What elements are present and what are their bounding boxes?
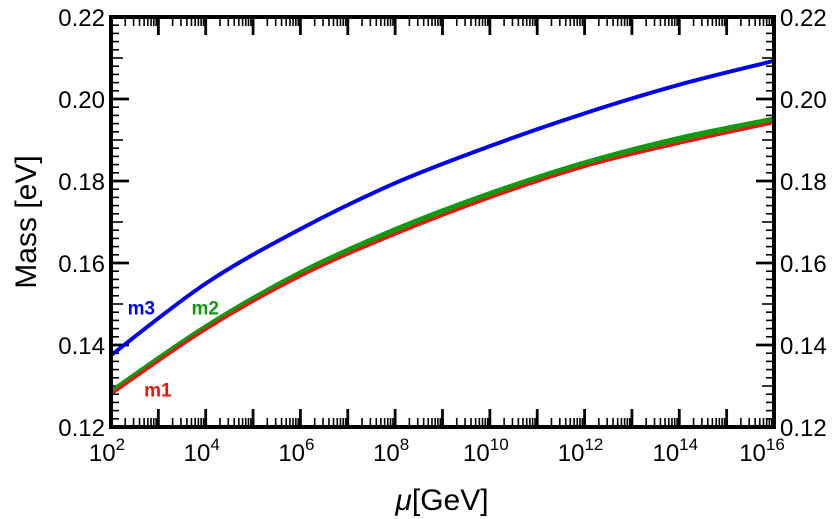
x-axis-unit: [GeV] <box>412 484 489 517</box>
x-tick-exponent: 10 <box>490 435 509 454</box>
x-tick-exponent: 16 <box>766 435 785 454</box>
minor-ticks <box>111 17 774 427</box>
x-tick-exponent: 6 <box>305 435 314 454</box>
x-tick-label: 106 <box>278 435 314 467</box>
x-tick-label: 108 <box>373 435 409 467</box>
y-tick-label: 0.18 <box>58 169 105 196</box>
x-tick-label: 1012 <box>558 435 604 467</box>
series-label-m2: m2 <box>192 298 219 319</box>
y-tick-label-right: 0.20 <box>780 87 827 114</box>
x-tick-base: 10 <box>184 440 211 467</box>
y-tick-label-right: 0.14 <box>780 333 827 360</box>
x-tick-exponent: 8 <box>400 435 409 454</box>
series-label-m3: m3 <box>128 298 155 319</box>
series-line-m3 <box>109 58 775 357</box>
y-tick-label: 0.14 <box>58 333 105 360</box>
y-axis-title: Mass [eV] <box>10 155 43 288</box>
x-tick-exponent: 12 <box>584 435 603 454</box>
y-tick-label: 0.22 <box>58 5 105 32</box>
y-tick-labels: 0.12 0.12 0.14 0.14 0.16 0.16 0.18 0.18 0.20 0.20… <box>58 5 826 442</box>
series-line-m1 <box>110 121 775 396</box>
series-labels: m1 m2 m3 <box>128 298 219 401</box>
y-tick-label: 0.12 <box>58 415 105 442</box>
y-tick-label-right: 0.12 <box>780 415 827 442</box>
major-ticks <box>109 15 776 429</box>
x-tick-label: 1014 <box>652 435 698 467</box>
x-tick-base: 10 <box>278 440 305 467</box>
y-tick-label-right: 0.18 <box>780 169 827 196</box>
x-tick-base: 10 <box>652 440 679 467</box>
x-tick-base: 10 <box>373 440 400 467</box>
y-tick-label: 0.16 <box>58 251 105 278</box>
x-tick-labels: 102 104 106 108 1010 1012 1014 1016 <box>89 435 785 467</box>
x-tick-base: 10 <box>463 440 490 467</box>
series-label-m1: m1 <box>144 380 172 401</box>
series-line-m2 <box>109 116 775 395</box>
plot-frame <box>109 15 776 429</box>
x-tick-label: 102 <box>89 435 125 467</box>
series-lines <box>109 58 775 396</box>
y-tick-label: 0.20 <box>58 87 105 114</box>
x-tick-base: 10 <box>739 440 766 467</box>
x-axis-title: μ[GeV] <box>394 484 488 517</box>
x-tick-base: 10 <box>558 440 585 467</box>
x-axis-symbol: μ <box>394 484 411 517</box>
y-tick-label-right: 0.16 <box>780 251 827 278</box>
x-tick-base: 10 <box>89 440 116 467</box>
x-tick-label: 104 <box>184 435 220 467</box>
x-tick-label: 1010 <box>463 435 509 467</box>
x-tick-exponent: 2 <box>116 435 125 454</box>
x-tick-exponent: 4 <box>210 435 219 454</box>
x-tick-label: 1016 <box>739 435 785 467</box>
y-tick-label-right: 0.22 <box>780 5 827 32</box>
x-tick-exponent: 14 <box>679 435 698 454</box>
